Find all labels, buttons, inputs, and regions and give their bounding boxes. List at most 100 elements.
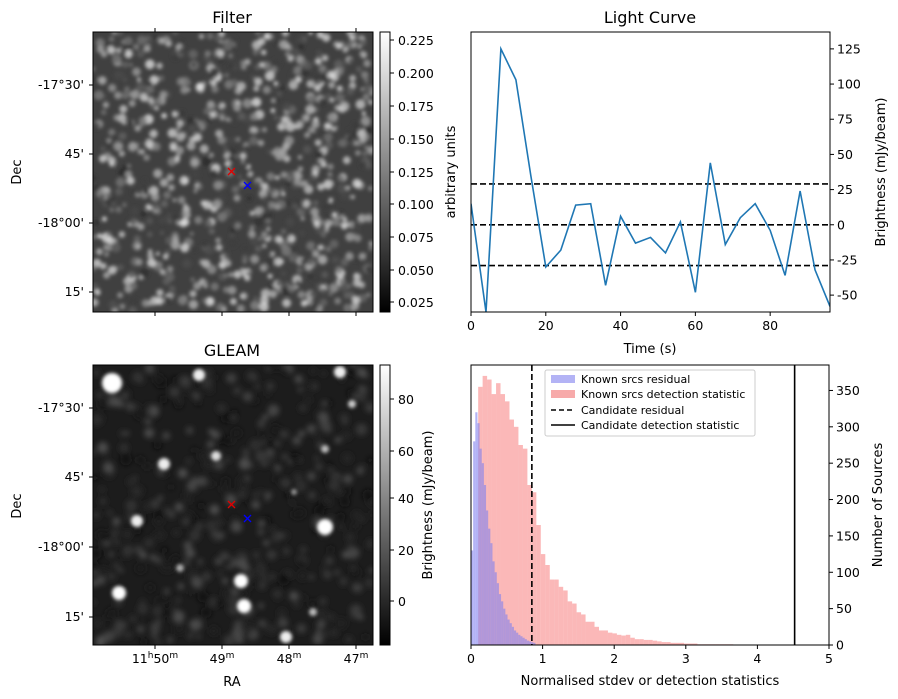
gleam-speckle [269, 573, 276, 580]
filter-speckle [210, 79, 217, 87]
filter-speckle [366, 292, 371, 298]
filter-speckle [119, 132, 127, 140]
filter-speckle [324, 228, 329, 233]
gleam-speckle [184, 386, 195, 396]
gleam-speckle [239, 484, 249, 494]
filter-ytick-label: -17°30' [38, 77, 84, 92]
filter-speckle [235, 100, 241, 106]
gleam-speckle [164, 507, 172, 515]
gleam-speckle [258, 431, 263, 436]
filter-speckle [127, 164, 131, 168]
gleam-speckle [159, 395, 168, 404]
gleam-speckle [135, 563, 147, 574]
filter-speckle [128, 62, 133, 67]
filter-speckle [323, 132, 333, 142]
filter-speckle [197, 120, 208, 130]
gleam-speckle [104, 614, 111, 620]
filter-speckle [156, 62, 163, 69]
filter-speckle [151, 142, 161, 152]
filter-speckle [299, 134, 307, 142]
gleam-speckle [255, 450, 267, 462]
gleam-speckle [258, 582, 266, 590]
gleam-speckle [280, 430, 289, 439]
filter-speckle [151, 33, 159, 40]
filter-speckle [189, 231, 194, 236]
filter-speckle [204, 245, 214, 255]
filter-speckle [346, 136, 352, 142]
filter-speckle [297, 290, 306, 299]
gleam-speckle [125, 402, 135, 412]
gleam-source [280, 631, 292, 643]
filter-speckle [139, 268, 149, 278]
filter-speckle [165, 236, 174, 245]
histogram-bar-residual [496, 583, 499, 645]
histogram-bar-detection [612, 633, 617, 645]
gleam-speckle [161, 608, 171, 617]
filter-speckle [143, 188, 150, 195]
filter-speckle [118, 150, 125, 157]
gleam-speckle [351, 522, 360, 531]
gleam-speckle [364, 578, 373, 588]
filter-speckle [188, 299, 199, 310]
filter-speckle [105, 196, 115, 206]
filter-title: Filter [212, 8, 252, 27]
gleam-speckle [144, 538, 154, 548]
gleam-speckle [321, 564, 327, 571]
gleam-speckle [144, 427, 155, 439]
filter-speckle [203, 218, 213, 228]
gleam-speckle [153, 508, 164, 520]
filter-speckle [147, 249, 153, 254]
filter-speckle [284, 135, 294, 146]
filter-speckle [314, 139, 322, 147]
histogram-ytick-label: 250 [836, 456, 860, 471]
filter-speckle [332, 176, 340, 185]
filter-speckle [130, 206, 139, 215]
gleam-speckle [227, 603, 240, 615]
histogram-ytick-label: 300 [836, 419, 860, 434]
light-curve-ytick-label: -50 [837, 288, 857, 303]
gleam-ytick-label: -17°30' [38, 400, 84, 415]
gleam-speckle [261, 464, 267, 469]
legend-swatch-detection [551, 390, 575, 398]
filter-speckle [180, 243, 190, 253]
gleam-source [158, 458, 170, 470]
gleam-speckle [251, 565, 261, 574]
filter-colorbar-label: arbitrary units [444, 125, 459, 218]
gleam-speckle [230, 596, 239, 604]
filter-speckle [208, 228, 215, 235]
filter-speckle [221, 307, 227, 312]
light-curve-ylabel: Brightness (mJy/beam) [874, 98, 889, 247]
filter-speckle [236, 304, 245, 312]
gleam-speckle [278, 461, 283, 466]
gleam-speckle [265, 381, 275, 391]
filter-frame [92, 31, 374, 313]
gleam-speckle [328, 480, 339, 491]
gleam-speckle [357, 367, 367, 378]
filter-speckle [111, 54, 122, 64]
gleam-speckle [351, 612, 358, 619]
histogram-bar-detection [540, 554, 546, 645]
gleam-speckle [208, 480, 215, 487]
filter-speckle [335, 93, 345, 103]
filter-speckle [147, 299, 154, 307]
filter-speckle [158, 75, 165, 82]
gleam-colorbar [379, 364, 391, 646]
filter-speckle [119, 105, 128, 113]
filter-speckle [350, 194, 355, 200]
gleam-speckle [171, 605, 178, 613]
histogram-bar-residual [477, 423, 480, 645]
gleam-speckle [358, 516, 366, 523]
gleam-speckle [206, 440, 215, 449]
gleam-speckle [93, 449, 96, 455]
filter-speckle [270, 108, 276, 114]
light-curve-ytick-label: 0 [837, 217, 845, 232]
filter-speckle [279, 39, 289, 50]
filter-speckle [96, 45, 105, 54]
filter-speckle [331, 256, 339, 264]
light-curve-xtick-label: 80 [762, 318, 778, 333]
gleam-speckle [258, 619, 267, 628]
gleam-speckle [362, 633, 369, 641]
histogram-bar-detection [567, 601, 573, 645]
gleam-ytick-label: 45' [65, 469, 84, 484]
gleam-speckle [268, 630, 273, 635]
